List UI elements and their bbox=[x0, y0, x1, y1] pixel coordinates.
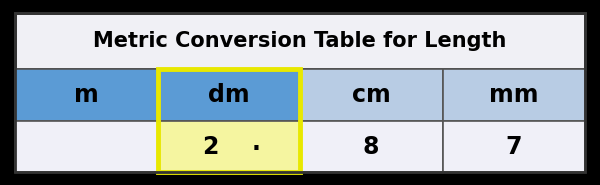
Bar bbox=[157, 121, 300, 172]
Bar bbox=[15, 121, 157, 172]
Bar bbox=[157, 69, 300, 121]
Text: 2: 2 bbox=[203, 135, 219, 159]
Text: .: . bbox=[251, 131, 260, 155]
Bar bbox=[300, 121, 443, 172]
Bar bbox=[15, 13, 585, 172]
Text: dm: dm bbox=[208, 83, 250, 107]
Bar bbox=[157, 69, 300, 172]
Text: 7: 7 bbox=[505, 135, 522, 159]
Text: m: m bbox=[74, 83, 98, 107]
Bar bbox=[15, 69, 157, 121]
Text: mm: mm bbox=[489, 83, 539, 107]
Text: 8: 8 bbox=[363, 135, 380, 159]
Bar bbox=[15, 13, 585, 69]
Bar bbox=[443, 121, 585, 172]
Bar bbox=[443, 69, 585, 121]
Text: cm: cm bbox=[352, 83, 391, 107]
Text: Metric Conversion Table for Length: Metric Conversion Table for Length bbox=[94, 31, 506, 51]
Bar bbox=[300, 69, 443, 121]
